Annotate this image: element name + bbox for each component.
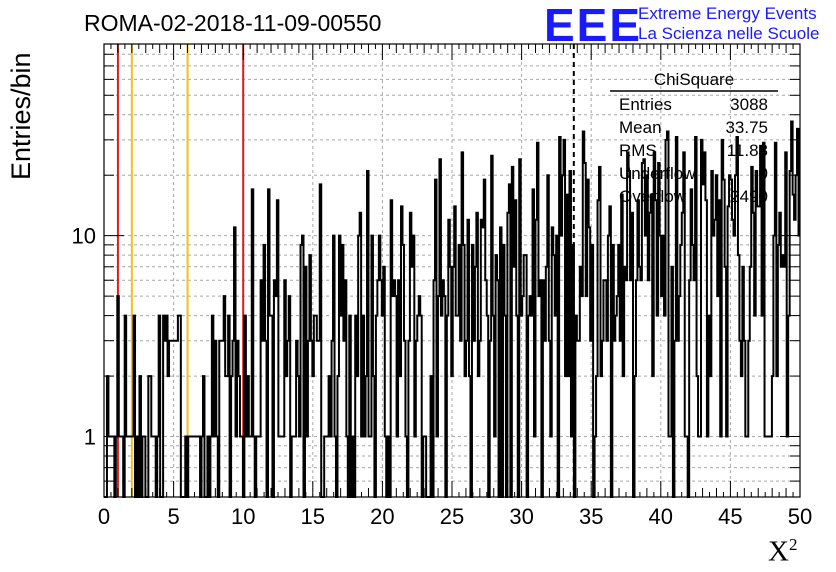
stats-label: Mean: [619, 118, 662, 137]
y-tick-label: 10: [72, 224, 96, 249]
stats-box: ChiSquare Entries 3088 Mean 33.75 RMS 11.88 Und…: [610, 70, 778, 206]
stats-label: Underflow: [619, 164, 696, 183]
y-axis-label: Entries/bin: [6, 52, 36, 180]
stats-value: 11.88: [727, 141, 768, 160]
stats-label: RMS: [619, 141, 657, 160]
x-tick-label: 45: [718, 504, 742, 529]
logo-line-1: Extreme Energy Events: [638, 4, 817, 23]
stats-title: ChiSquare: [654, 70, 734, 89]
x-tick-label: 25: [440, 504, 464, 529]
x-axis-label-base: X: [768, 535, 789, 568]
x-tick-label: 20: [370, 504, 394, 529]
axes: 0 5 10 15 20 25 30 35 40 45 50 1 10: [72, 43, 812, 529]
x-tick-label: 35: [579, 504, 603, 529]
logo-line-2: La Scienza nelle Scuole: [638, 24, 820, 43]
x-axis-label-sup: 2: [788, 535, 798, 554]
stats-value: 33.75: [725, 118, 768, 137]
stats-label: Entries: [619, 95, 672, 114]
x-axis-label: X2: [768, 535, 797, 569]
x-tick-label: 50: [788, 504, 812, 529]
chart-title: ROMA-02-2018-11-09-00550: [84, 10, 382, 36]
x-tick-label: 30: [509, 504, 533, 529]
x-tick-label: 5: [167, 504, 179, 529]
x-tick-label: 40: [649, 504, 673, 529]
stats-value: 3088: [730, 95, 768, 114]
stats-label: Overflow: [619, 187, 687, 206]
y-tick-label: 1: [84, 425, 96, 450]
x-tick-label: 10: [231, 504, 255, 529]
x-tick-label: 15: [301, 504, 325, 529]
stats-value: 2490: [730, 187, 768, 206]
eee-logo: EEE: [544, 0, 643, 51]
x-tick-label: 0: [98, 504, 110, 529]
histogram-series: [104, 120, 800, 498]
stats-value: 0: [759, 164, 768, 183]
